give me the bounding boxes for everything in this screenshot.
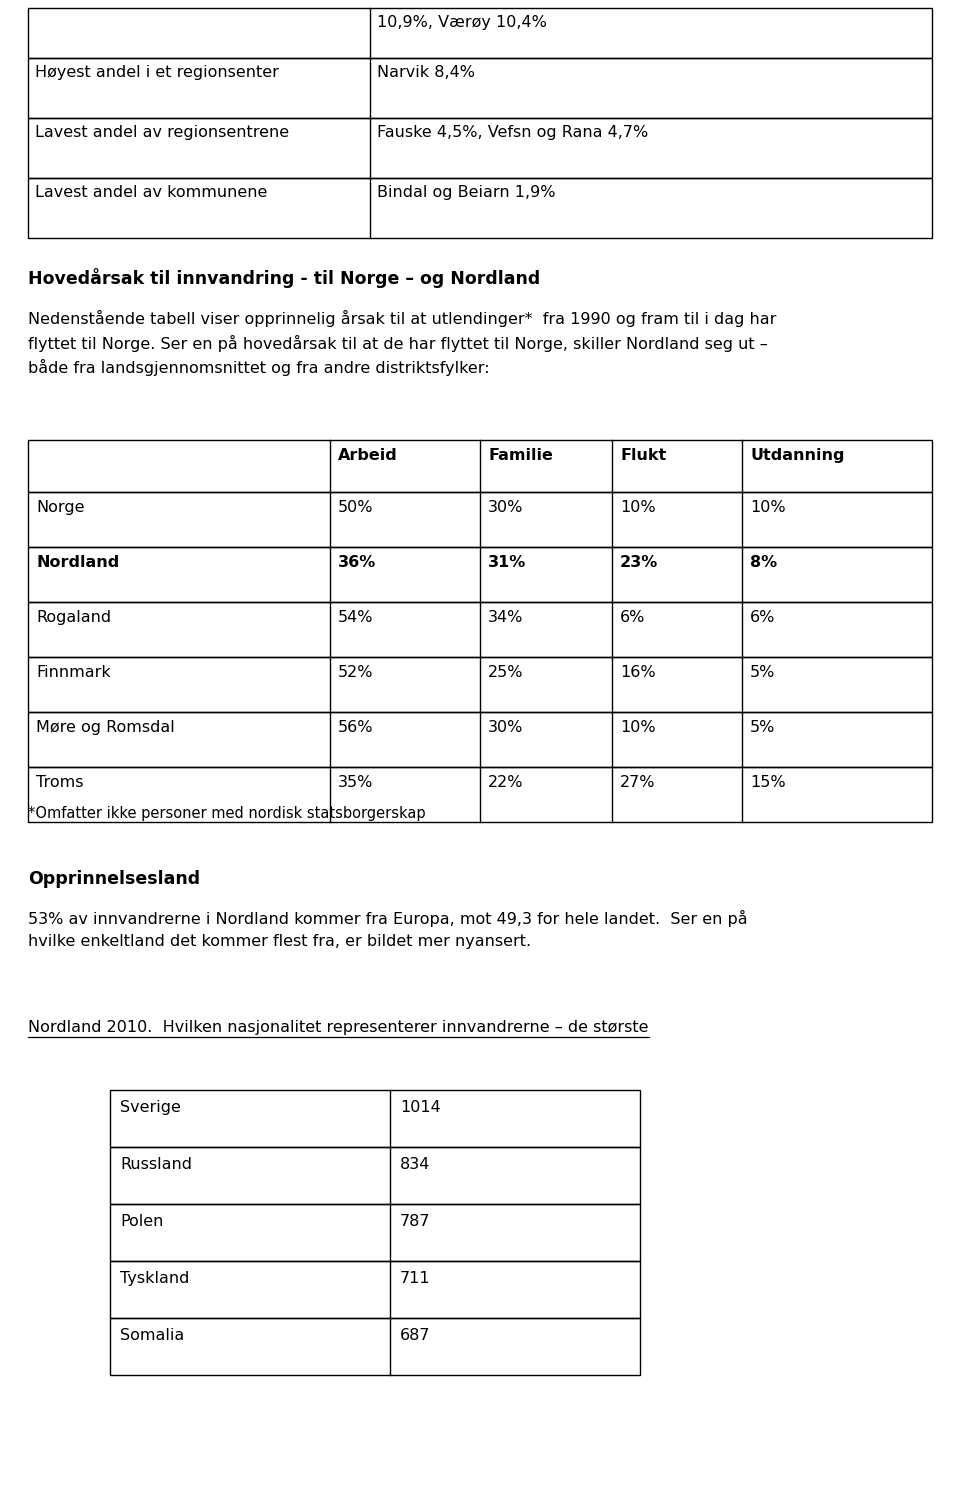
Text: Opprinnelsesland: Opprinnelsesland: [28, 870, 200, 887]
Text: 16%: 16%: [620, 665, 656, 680]
Text: 50%: 50%: [338, 500, 373, 515]
Text: 56%: 56%: [338, 720, 373, 735]
Text: Høyest andel i et regionsenter: Høyest andel i et regionsenter: [35, 66, 278, 81]
Bar: [110, 1318, 640, 1374]
Text: 711: 711: [400, 1271, 431, 1286]
Bar: [28, 7, 932, 58]
Text: 27%: 27%: [620, 775, 656, 790]
Text: 30%: 30%: [488, 500, 523, 515]
Text: Somalia: Somalia: [120, 1328, 184, 1343]
Text: 23%: 23%: [620, 554, 659, 571]
Text: Russland: Russland: [120, 1156, 192, 1171]
Bar: [28, 602, 932, 657]
Bar: [28, 713, 932, 766]
Text: 10%: 10%: [620, 500, 656, 515]
Bar: [28, 441, 932, 492]
Text: Bindal og Beiarn 1,9%: Bindal og Beiarn 1,9%: [377, 185, 556, 200]
Text: Lavest andel av regionsentrene: Lavest andel av regionsentrene: [35, 125, 289, 140]
Text: 15%: 15%: [750, 775, 785, 790]
Text: Familie: Familie: [488, 448, 553, 463]
Bar: [110, 1091, 640, 1147]
Text: Nedenstående tabell viser opprinnelig årsak til at utlendinger*  fra 1990 og fra: Nedenstående tabell viser opprinnelig år…: [28, 309, 777, 376]
Text: *Omfatter ikke personer med nordisk statsborgerskap: *Omfatter ikke personer med nordisk stat…: [28, 805, 425, 822]
Bar: [110, 1204, 640, 1261]
Bar: [28, 547, 932, 602]
Text: Hovedårsak til innvandring - til Norge – og Nordland: Hovedårsak til innvandring - til Norge –…: [28, 267, 540, 288]
Text: Møre og Romsdal: Møre og Romsdal: [36, 720, 175, 735]
Text: 1014: 1014: [400, 1100, 441, 1115]
Text: 36%: 36%: [338, 554, 376, 571]
Text: 834: 834: [400, 1156, 430, 1171]
Text: Fauske 4,5%, Vefsn og Rana 4,7%: Fauske 4,5%, Vefsn og Rana 4,7%: [377, 125, 648, 140]
Text: 6%: 6%: [750, 610, 776, 624]
Text: Norge: Norge: [36, 500, 84, 515]
Text: Rogaland: Rogaland: [36, 610, 111, 624]
Text: Nordland: Nordland: [36, 554, 119, 571]
Text: Sverige: Sverige: [120, 1100, 180, 1115]
Text: 5%: 5%: [750, 720, 776, 735]
Text: 8%: 8%: [750, 554, 778, 571]
Bar: [110, 1261, 640, 1318]
Text: 10,9%, Værøy 10,4%: 10,9%, Værøy 10,4%: [377, 15, 547, 30]
Bar: [110, 1147, 640, 1204]
Text: 31%: 31%: [488, 554, 526, 571]
Text: Narvik 8,4%: Narvik 8,4%: [377, 66, 475, 81]
Text: 10%: 10%: [620, 720, 656, 735]
Text: 53% av innvandrerne i Nordland kommer fra Europa, mot 49,3 for hele landet.  Ser: 53% av innvandrerne i Nordland kommer fr…: [28, 910, 748, 949]
Text: Nordland 2010.  Hvilken nasjonalitet representerer innvandrerne – de største: Nordland 2010. Hvilken nasjonalitet repr…: [28, 1020, 649, 1035]
Text: 34%: 34%: [488, 610, 523, 624]
Text: Tyskland: Tyskland: [120, 1271, 189, 1286]
Bar: [28, 657, 932, 713]
Text: 687: 687: [400, 1328, 430, 1343]
Text: 35%: 35%: [338, 775, 373, 790]
Bar: [28, 118, 932, 178]
Text: Flukt: Flukt: [620, 448, 666, 463]
Text: Polen: Polen: [120, 1215, 163, 1230]
Text: 52%: 52%: [338, 665, 373, 680]
Text: 54%: 54%: [338, 610, 373, 624]
Text: 10%: 10%: [750, 500, 785, 515]
Text: Troms: Troms: [36, 775, 84, 790]
Text: 22%: 22%: [488, 775, 523, 790]
Bar: [28, 58, 932, 118]
Text: 787: 787: [400, 1215, 430, 1230]
Text: 30%: 30%: [488, 720, 523, 735]
Bar: [28, 178, 932, 238]
Text: Finnmark: Finnmark: [36, 665, 110, 680]
Bar: [28, 766, 932, 822]
Text: Lavest andel av kommunene: Lavest andel av kommunene: [35, 185, 268, 200]
Text: 25%: 25%: [488, 665, 523, 680]
Text: Utdanning: Utdanning: [750, 448, 845, 463]
Text: 6%: 6%: [620, 610, 645, 624]
Bar: [28, 492, 932, 547]
Text: Arbeid: Arbeid: [338, 448, 397, 463]
Text: 5%: 5%: [750, 665, 776, 680]
